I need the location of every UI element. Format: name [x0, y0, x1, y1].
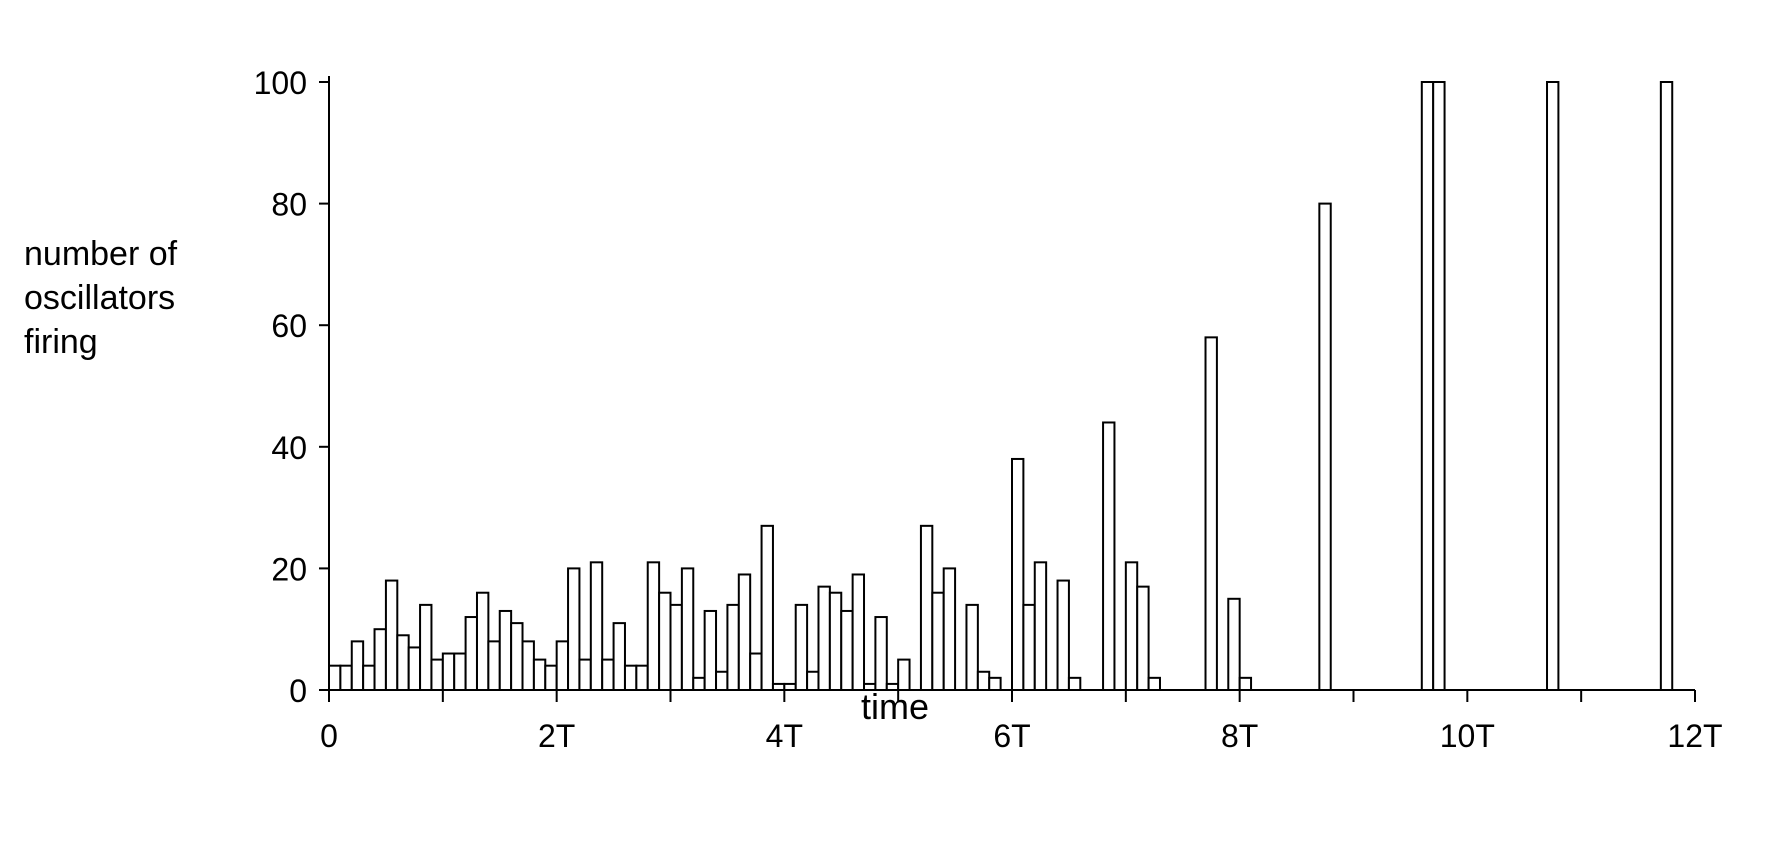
histogram-bar: [737, 573, 752, 691]
histogram-bar: [441, 652, 456, 692]
histogram-bar: [350, 640, 365, 691]
histogram-bar: [1204, 336, 1218, 691]
histogram-bar: [601, 658, 615, 691]
histogram-bar: [874, 616, 888, 691]
histogram-bar: [692, 676, 706, 692]
histogram-bar: [669, 603, 683, 692]
histogram-bar: [1227, 597, 1241, 691]
histogram-bar: [362, 664, 376, 691]
y-tick-label: 100: [254, 65, 307, 101]
histogram-bar: [1011, 457, 1025, 691]
histogram-bar: [487, 640, 501, 691]
histogram-bar: [635, 664, 649, 691]
x-tick-label: 0: [320, 718, 338, 754]
histogram-bar: [942, 567, 957, 692]
histogram-bar: [384, 579, 399, 691]
histogram-bar: [453, 652, 467, 692]
histogram-bar: [430, 658, 444, 691]
histogram-bar: [680, 567, 695, 692]
histogram-bar: [646, 561, 661, 692]
bars-group: [328, 81, 1674, 692]
histogram-bar: [373, 628, 387, 692]
histogram-bar: [589, 561, 604, 692]
histogram-bar: [817, 585, 831, 692]
y-tick-label: 80: [271, 187, 307, 223]
histogram-bar: [1147, 676, 1161, 692]
histogram-bar: [419, 603, 433, 692]
histogram-bar: [339, 664, 353, 691]
histogram-bar: [498, 609, 513, 692]
histogram-bar: [521, 640, 535, 691]
histogram-bar: [532, 658, 547, 691]
histogram-bar: [544, 664, 558, 691]
histogram-bar: [1238, 676, 1253, 692]
x-tick-label: 6T: [993, 718, 1030, 754]
histogram-bar: [726, 603, 740, 692]
histogram-bar: [715, 670, 729, 692]
histogram-bar: [578, 658, 592, 691]
y-tick-label: 40: [271, 430, 307, 466]
histogram-bar: [851, 573, 866, 691]
histogram-bar: [1067, 676, 1082, 692]
x-tick-label: 2T: [538, 718, 575, 754]
histogram-bar: [828, 591, 843, 691]
histogram-bar: [919, 524, 934, 692]
histogram-bar: [1546, 81, 1560, 691]
histogram-bar: [510, 622, 524, 691]
histogram-bar: [328, 664, 342, 691]
histogram-bar: [612, 622, 626, 691]
histogram-bar: [623, 664, 638, 691]
histogram-bar: [1033, 561, 1048, 692]
y-axis-label-line-1: number of: [24, 235, 178, 273]
histogram-bar: [703, 609, 718, 692]
histogram-bar: [760, 524, 774, 692]
y-axis-label-line-3: firing: [24, 323, 98, 361]
x-tick-label: 8T: [1221, 718, 1258, 754]
histogram-bar: [475, 591, 490, 691]
y-tick-label: 0: [289, 673, 307, 709]
histogram-bar: [965, 603, 979, 692]
histogram-bar: [407, 646, 422, 692]
histogram-bar: [1022, 603, 1036, 692]
histogram-bar: [1420, 81, 1435, 691]
histogram-bar: [931, 591, 945, 691]
histogram-bar: [396, 634, 410, 692]
x-tick-label: 4T: [766, 718, 803, 754]
histogram-bar: [749, 652, 763, 692]
histogram-bar: [567, 567, 581, 692]
histogram-bar: [1659, 81, 1674, 691]
histogram-bar: [1318, 202, 1332, 691]
histogram-bar: [1124, 561, 1139, 692]
histogram-bar: [1056, 579, 1070, 691]
histogram-bar: [1102, 421, 1116, 691]
histogram-bar: [794, 603, 809, 692]
x-tick-label: 12T: [1667, 718, 1722, 754]
x-axis-label: time: [860, 686, 929, 727]
histogram-bar: [658, 591, 672, 691]
axes-group: 0 20 40 60 80 100 0 2T 4T 6T 8T 10T 12T: [254, 65, 1723, 754]
histogram-bar: [464, 616, 478, 691]
x-tick-label: 10T: [1440, 718, 1495, 754]
histogram-bar: [1136, 585, 1150, 692]
y-tick-label: 20: [271, 551, 307, 587]
histogram-bar: [555, 640, 570, 691]
y-tick-label: 60: [271, 308, 307, 344]
histogram-bar: [1432, 81, 1446, 691]
y-axis-label-line-2: oscillators: [24, 279, 176, 317]
histogram-bar: [840, 609, 854, 692]
